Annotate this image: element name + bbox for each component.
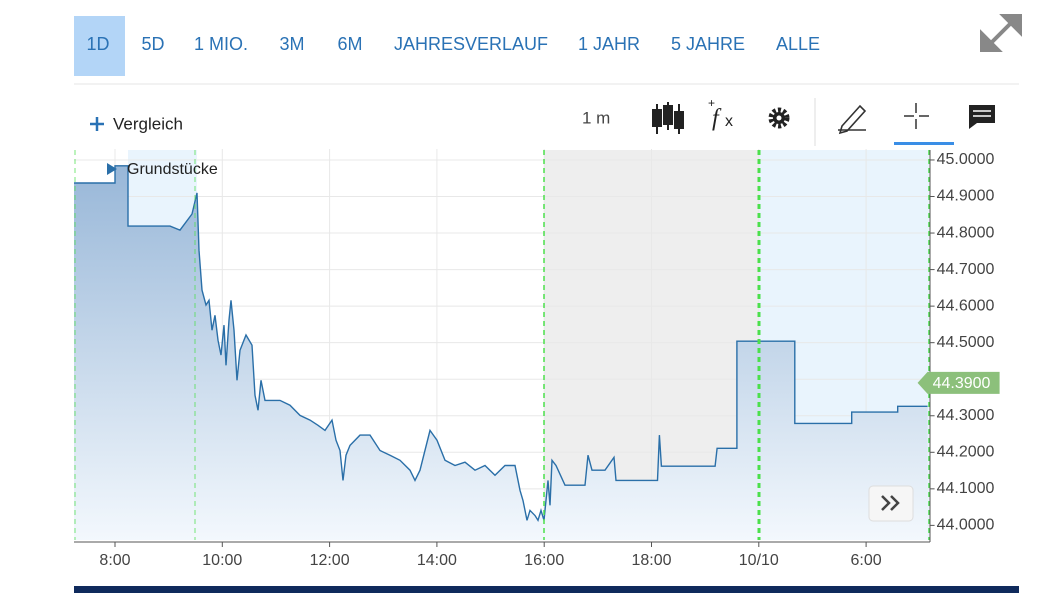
fx-icon[interactable]: +f x	[708, 96, 733, 131]
svg-text:x: x	[725, 113, 733, 130]
range-tab[interactable]: JAHRESVERLAUF	[393, 34, 549, 54]
x-tick-label: 14:00	[417, 552, 457, 569]
range-tab[interactable]: 3M	[279, 34, 305, 54]
x-tick-label: 10:00	[202, 552, 242, 569]
range-tab[interactable]: 1D	[86, 34, 110, 54]
x-tick-label: 12:00	[310, 552, 350, 569]
x-tick-label: 18:00	[631, 552, 671, 569]
interval[interactable]: 1 m	[582, 108, 610, 127]
y-tick-label: 44.8000	[937, 224, 995, 241]
range-tab[interactable]: 1 JAHR	[577, 34, 641, 54]
y-tick-label: 44.5000	[937, 334, 995, 351]
footer-bar	[74, 586, 1019, 593]
svg-text:f: f	[712, 106, 722, 132]
x-tick-label: 8:00	[99, 552, 130, 569]
settings-icon[interactable]	[768, 107, 790, 129]
scroll-button[interactable]	[868, 485, 914, 522]
range-tab[interactable]: 6M	[337, 34, 363, 54]
y-tick-label: 44.3000	[937, 407, 995, 424]
y-tick-label: 44.1000	[937, 480, 995, 497]
y-tick-label: 44.0000	[937, 517, 995, 534]
expand-icon[interactable]	[980, 14, 1022, 52]
compare-button[interactable]: Vergleich	[90, 114, 183, 133]
session-lines	[74, 150, 930, 540]
range-tab[interactable]: 1 MIO.	[193, 34, 249, 54]
legend: Grundstücke	[107, 161, 218, 178]
y-tick-label: 44.7000	[937, 261, 995, 278]
legend-label: Grundstücke	[127, 161, 218, 178]
range-tab[interactable]: 5D	[141, 34, 165, 54]
x-tick-label: 10/10	[739, 552, 779, 569]
svg-text:+: +	[708, 96, 715, 110]
draw-icon[interactable]	[838, 104, 867, 135]
last-price-tag	[917, 371, 1000, 394]
active-tool	[894, 142, 954, 145]
range-tab[interactable]: 5 JAHRE	[670, 34, 746, 54]
comment-icon[interactable]	[969, 105, 995, 129]
price-line	[74, 165, 928, 522]
y-tick-label: 45.0000	[937, 151, 995, 168]
y-tick-label: 44.9000	[937, 188, 995, 205]
last-price-label: 44.3900	[933, 375, 991, 392]
crosshair-icon[interactable]	[904, 103, 929, 129]
y-tick-label: 44.2000	[937, 444, 995, 461]
area	[74, 165, 928, 541]
candle-icon[interactable]	[652, 102, 684, 134]
active-tab-bg	[74, 16, 125, 76]
compare-label: Vergleich	[113, 114, 183, 133]
range-tab[interactable]: ALLE	[775, 34, 821, 54]
x-tick-label: 16:00	[524, 552, 564, 569]
y-tick-label: 44.6000	[937, 297, 995, 314]
x-tick-label: 6:00	[851, 552, 882, 569]
